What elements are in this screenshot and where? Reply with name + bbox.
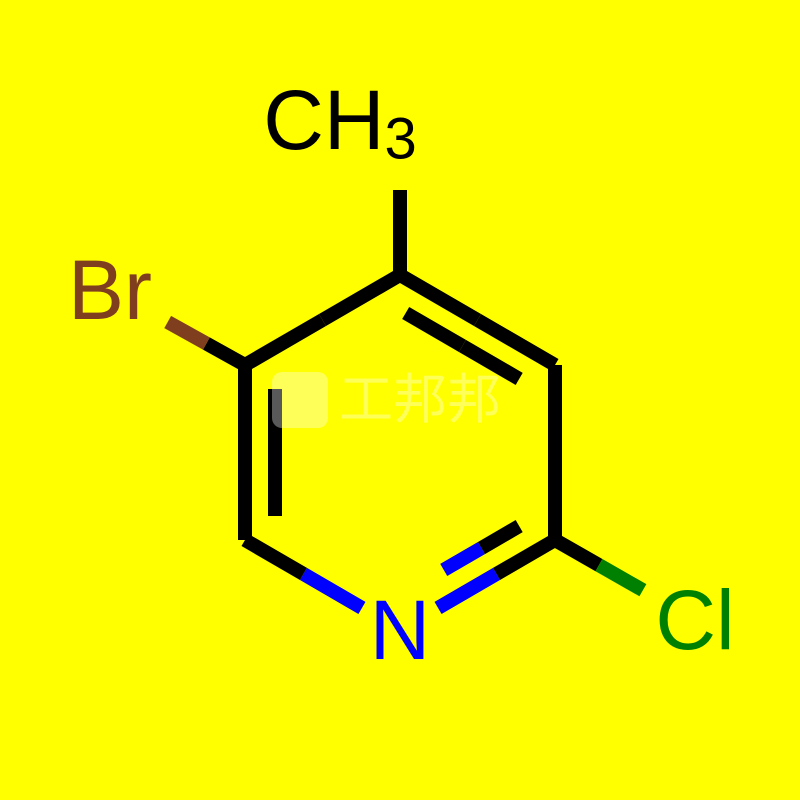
atom-label-N1: N xyxy=(370,583,431,677)
atom-label-Br: Br xyxy=(68,243,152,337)
watermark-text: 工邦邦 xyxy=(339,370,501,430)
molecule-canvas: 工邦邦NCH3BrCl xyxy=(0,0,800,800)
atom-label-Cl: Cl xyxy=(655,573,734,667)
watermark-icon xyxy=(272,372,328,428)
